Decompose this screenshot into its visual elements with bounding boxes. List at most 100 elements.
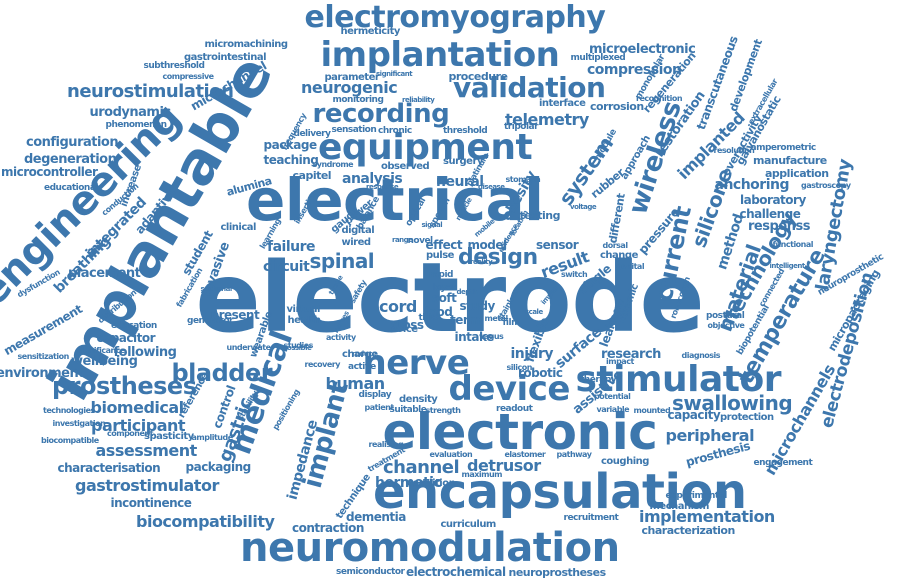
word-soft: soft [432,291,457,305]
word-possible: possible [282,343,312,352]
word-application: application [765,166,829,180]
word-urodynamic: urodynamic [89,104,172,120]
word-display: display [358,389,392,400]
word-sectional: sectional [200,284,233,293]
word-compression: compression [587,62,682,78]
word-manufacture: manufacture [753,153,827,167]
word-depth: depth [456,287,478,296]
word-scale: scale [525,307,543,316]
word-coughing: coughing [601,456,649,467]
word-electrochemical: electrochemical [406,565,506,579]
word-digital: digital [341,225,375,236]
word-neural: neural [436,174,484,190]
word-electrical: electrical [246,166,544,234]
word-incontinence: incontinence [110,496,192,510]
word-pathway: pathway [556,450,592,459]
word-capacity: capacity [667,408,721,422]
word-research: research [601,346,661,362]
word-contraction: contraction [292,521,364,535]
word-surgery: surgery [443,156,483,167]
word-elastomer: elastomer [504,450,546,459]
word-environment: environment [0,365,84,381]
word-neuroprostheses: neuroprostheses [508,565,607,579]
word-spasticity: spasticity [144,431,194,442]
word-neurostimulation: neurostimulation [67,81,234,102]
word-anchoring: anchoring [714,177,790,193]
word-health: health [287,315,321,326]
word-significance: significance [77,346,125,355]
word-suitable: suitable [389,404,427,415]
word-encapsulation: encapsulation [373,464,747,520]
word-maximum: maximum [461,470,503,479]
word-following: following [113,344,177,360]
word-recognition: recognition [636,94,683,103]
word-different: different [606,192,628,244]
word-model: model [467,238,508,252]
word-gastroscopy: gastroscopy [801,181,851,190]
word-micromachining: micromachining [204,39,289,50]
word-cord: cord [379,297,417,316]
word-component: component [107,429,153,438]
word-laboratory: laboratory [740,193,806,207]
word-activity: activity [326,333,356,342]
word-electrode: electrode [195,242,705,354]
word-wired: wired [341,237,372,248]
word-challenge: challenge [739,207,801,221]
word-virtual: virtual [286,304,321,315]
word-subthreshold: subthreshold [143,60,205,71]
word-circuit: circuit [263,259,310,275]
word-peripheral: peripheral [665,426,755,445]
word-chronic: chronic [378,125,412,136]
word-genital: genital [616,262,645,271]
word-patient: patient [364,403,395,412]
word-failure: failure [267,239,316,255]
word-term: term [450,313,481,327]
word-monitoring: monitoring [332,94,384,105]
word-engagement: engagement [753,457,813,468]
word-reduce: reduce [352,349,377,358]
word-curriculum: curriculum [440,519,497,530]
word-charge: charge [342,349,378,360]
word-underwater: underwater [226,343,275,352]
word-range: range [392,235,413,244]
word-clinical: clinical [220,222,257,233]
word-recovery: recovery [304,360,341,369]
word-present: present [210,308,260,322]
word-bladder: bladder [171,359,273,387]
word-voice: voice [390,324,419,335]
word-microelectronic: microelectronic [589,41,696,57]
word-reality: reality [470,257,493,266]
word-disease: disease [478,182,505,191]
word-sensitization: sensitization [17,352,70,361]
word-recording: recording [312,99,450,129]
word-signal: signal [421,220,443,229]
word-functional: functional [772,240,814,249]
word-resolution: resolution [713,146,755,155]
word-stomach: stomach [505,175,541,184]
word-package: package [263,138,318,152]
word-multiplexed: multiplexed [570,52,626,63]
word-film: film [502,317,521,328]
word-packaging: packaging [185,460,252,474]
word-responss: responss [748,218,810,234]
word-design: design [458,245,538,270]
word-novel: novel [407,235,434,246]
word-mechanism: mechanism [649,501,710,512]
word-biocompatible: biocompatible [41,436,99,445]
word-technologies: technologies [43,406,95,415]
word-reliability: reliability [402,95,435,104]
word-sensor: sensor [536,238,579,252]
word-prostheses: prostheses [52,372,197,400]
word-interface: interface [539,98,586,109]
word-swallowing: swallowing [672,391,793,415]
word-significant: significant [376,69,413,78]
word-testing: testing [519,208,561,222]
word-compressive: compressive [162,72,215,81]
word-mounted: mounted [633,406,671,415]
word-wellbeing: wellbeing [71,353,138,369]
word-placement: placement [68,265,141,281]
word-degeneration: degeneration [24,151,117,167]
word-condition: condition [407,478,456,489]
word-teaching: teaching [263,153,319,167]
